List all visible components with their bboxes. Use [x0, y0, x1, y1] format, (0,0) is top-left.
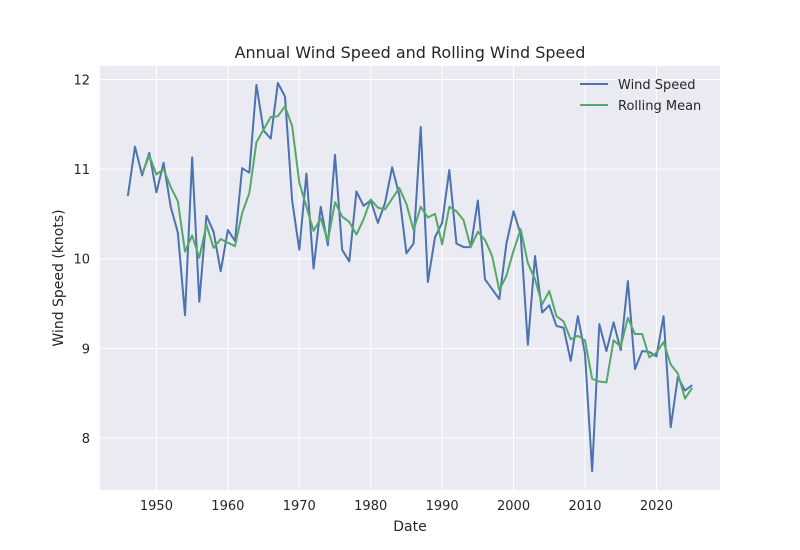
legend-label-rolling-mean: Rolling Mean	[618, 99, 701, 114]
x-axis-label: Date	[393, 519, 426, 535]
y-tick-label: 11	[73, 163, 90, 178]
y-tick-label: 9	[82, 342, 90, 357]
y-tick-label: 12	[73, 73, 90, 88]
y-axis-label: Wind Speed (knots)	[51, 209, 67, 346]
tick-labels: 1950 1960 1970 1980 1990 2000 2010 2020 8 9 10 11 12	[73, 73, 673, 514]
x-tick-label: 1990	[426, 499, 459, 514]
x-tick-label: 2000	[497, 499, 530, 514]
chart-title: Annual Wind Speed and Rolling Wind Speed	[235, 43, 586, 62]
x-tick-label: 1970	[283, 499, 316, 514]
x-tick-label: 1980	[354, 499, 387, 514]
y-tick-label: 8	[82, 432, 90, 447]
wind-speed-line	[126, 82, 693, 473]
legend-label-wind-speed: Wind Speed	[618, 78, 696, 93]
x-tick-label: 2010	[568, 499, 601, 514]
series-lines	[126, 82, 693, 473]
x-tick-label: 1960	[211, 499, 244, 514]
y-tick-label: 10	[73, 253, 90, 268]
legend: Wind Speed Rolling Mean	[580, 78, 701, 114]
rolling-mean-line	[141, 105, 693, 400]
x-tick-label: 1950	[140, 499, 173, 514]
plot-area	[100, 66, 720, 490]
x-tick-label: 2020	[640, 499, 673, 514]
